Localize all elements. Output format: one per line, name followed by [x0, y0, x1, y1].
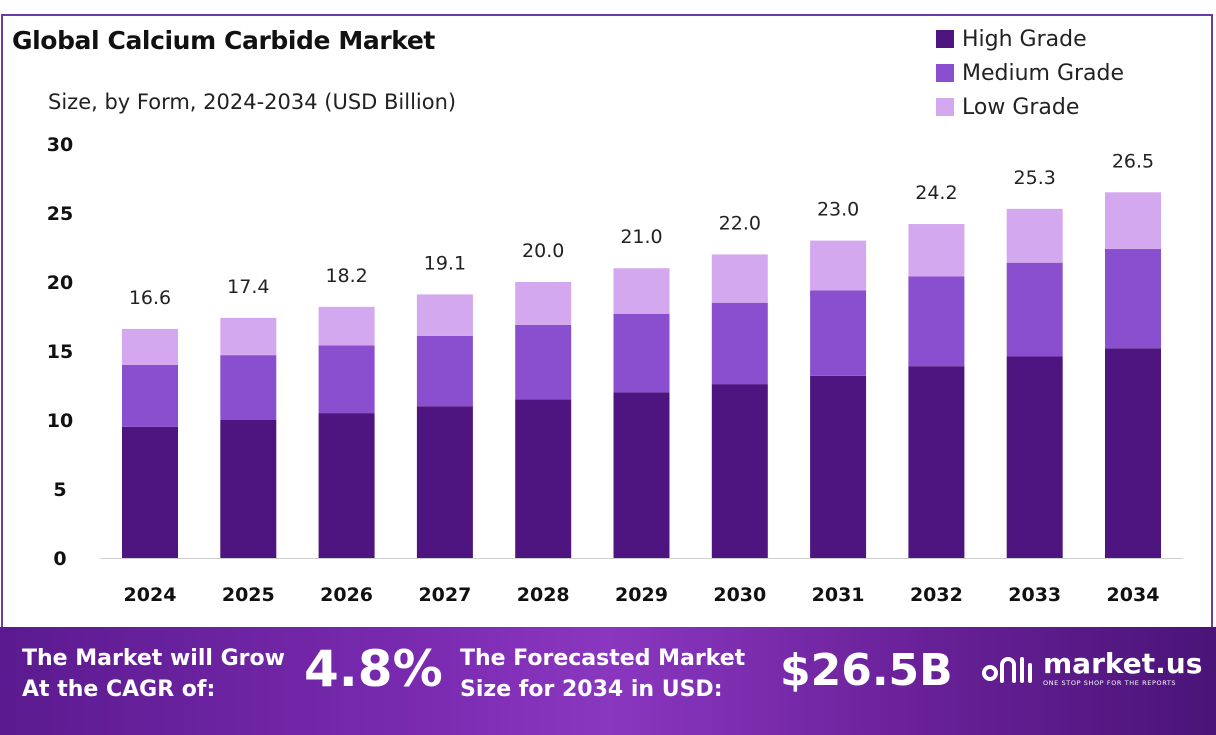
legend-label-low-grade: Low Grade — [962, 94, 1080, 120]
bar-segment-low-grade — [810, 240, 867, 291]
market-us-logo-tagline: ONE STOP SHOP FOR THE REPORTS — [1043, 679, 1177, 687]
chart-title: Global Calcium Carbide Market — [12, 26, 435, 55]
bar-segment-low-grade — [1105, 192, 1161, 249]
x-tick-label: 2031 — [812, 584, 865, 606]
bar-segment-low-grade — [1006, 208, 1063, 263]
bar-segment-low-grade — [318, 306, 375, 346]
x-tick-label: 2029 — [615, 584, 668, 606]
x-tick-label: 2030 — [713, 584, 766, 606]
bar-total-label: 22.0 — [719, 212, 761, 234]
legend-item-medium-grade: Medium Grade — [936, 56, 1124, 90]
bar-segment-medium-grade — [1105, 248, 1161, 349]
market-us-logo-text: market.us — [1043, 647, 1203, 680]
bar-segment-medium-grade — [318, 345, 375, 414]
bar-segment-low-grade — [613, 268, 670, 314]
y-tick-label: 30 — [47, 134, 73, 156]
forecast-label-line-2: Size for 2034 in USD: — [460, 677, 723, 702]
bar-total-label: 19.1 — [424, 252, 466, 274]
bar-segment-medium-grade — [515, 324, 572, 400]
x-tick-label: 2024 — [124, 584, 177, 606]
bar-segment-low-grade — [122, 328, 178, 365]
bar-total-label: 23.0 — [817, 199, 859, 221]
x-tick-label: 2034 — [1107, 584, 1160, 606]
y-tick-label: 20 — [47, 272, 73, 294]
bar-total-label: 17.4 — [227, 276, 269, 298]
bar-segment-high-grade — [810, 375, 867, 558]
bar-segment-medium-grade — [416, 335, 473, 407]
bar-segment-high-grade — [711, 384, 768, 558]
chart-legend: High Grade Medium Grade Low Grade — [936, 22, 1124, 124]
bar-segment-high-grade — [318, 413, 375, 558]
cagr-label: The Market will Grow At the CAGR of: — [22, 643, 285, 705]
legend-item-high-grade: High Grade — [936, 22, 1124, 56]
cagr-value: 4.8% — [304, 640, 443, 698]
y-tick-label: 25 — [47, 203, 73, 225]
bar-segment-low-grade — [908, 224, 965, 277]
bar-segment-high-grade — [613, 392, 670, 558]
x-tick-label: 2026 — [320, 584, 373, 606]
bar-total-label: 26.5 — [1112, 150, 1154, 172]
bar-segment-high-grade — [122, 426, 178, 558]
bar-total-label: 20.0 — [522, 240, 564, 262]
legend-swatch-high-grade — [936, 30, 954, 48]
bar-segment-medium-grade — [613, 313, 670, 393]
bar-total-label: 25.3 — [1014, 167, 1056, 189]
cagr-label-line-2: At the CAGR of: — [22, 677, 216, 702]
forecast-value: $26.5B — [780, 645, 953, 696]
bar-segment-low-grade — [416, 294, 473, 336]
forecast-label: The Forecasted Market Size for 2034 in U… — [460, 643, 745, 705]
market-us-logo-icon — [982, 657, 1032, 683]
legend-label-high-grade: High Grade — [962, 26, 1087, 52]
bar-segment-medium-grade — [908, 276, 965, 367]
bar-segment-low-grade — [220, 317, 277, 356]
forecast-label-line-1: The Forecasted Market — [460, 646, 746, 671]
bar-segment-high-grade — [908, 366, 965, 558]
stacked-bar-chart: 05101520253016.6202417.4202518.2202619.1… — [47, 134, 1183, 606]
cagr-label-line-1: The Market will Grow — [22, 646, 285, 671]
y-tick-label: 10 — [47, 410, 73, 432]
bar-segment-high-grade — [220, 420, 277, 558]
x-tick-label: 2028 — [517, 584, 570, 606]
bar-segment-medium-grade — [810, 290, 867, 376]
chart-subtitle: Size, by Form, 2024-2034 (USD Billion) — [48, 90, 457, 114]
bar-segment-medium-grade — [1006, 262, 1063, 357]
bar-segment-low-grade — [515, 282, 572, 325]
x-tick-label: 2027 — [418, 584, 471, 606]
bar-segment-high-grade — [416, 406, 473, 558]
bar-segment-high-grade — [1105, 348, 1161, 558]
bar-segment-high-grade — [515, 399, 572, 558]
bar-segment-high-grade — [1006, 356, 1063, 558]
legend-swatch-low-grade — [936, 98, 954, 116]
legend-item-low-grade: Low Grade — [936, 90, 1124, 124]
bar-total-label: 24.2 — [915, 182, 957, 204]
y-tick-label: 5 — [53, 479, 66, 501]
bar-total-label: 16.6 — [129, 287, 171, 309]
legend-swatch-medium-grade — [936, 64, 954, 82]
legend-label-medium-grade: Medium Grade — [962, 60, 1125, 86]
y-tick-label: 0 — [53, 548, 66, 570]
chart-frame — [1, 14, 1213, 630]
x-tick-label: 2025 — [222, 584, 275, 606]
bar-segment-medium-grade — [220, 355, 277, 420]
x-tick-label: 2033 — [1008, 584, 1061, 606]
bar-segment-medium-grade — [711, 302, 768, 385]
x-tick-label: 2032 — [910, 584, 963, 606]
bar-total-label: 21.0 — [620, 226, 662, 248]
bar-segment-low-grade — [711, 254, 768, 303]
bar-total-label: 18.2 — [325, 265, 367, 287]
bar-segment-medium-grade — [122, 364, 178, 427]
y-tick-label: 15 — [47, 341, 73, 363]
